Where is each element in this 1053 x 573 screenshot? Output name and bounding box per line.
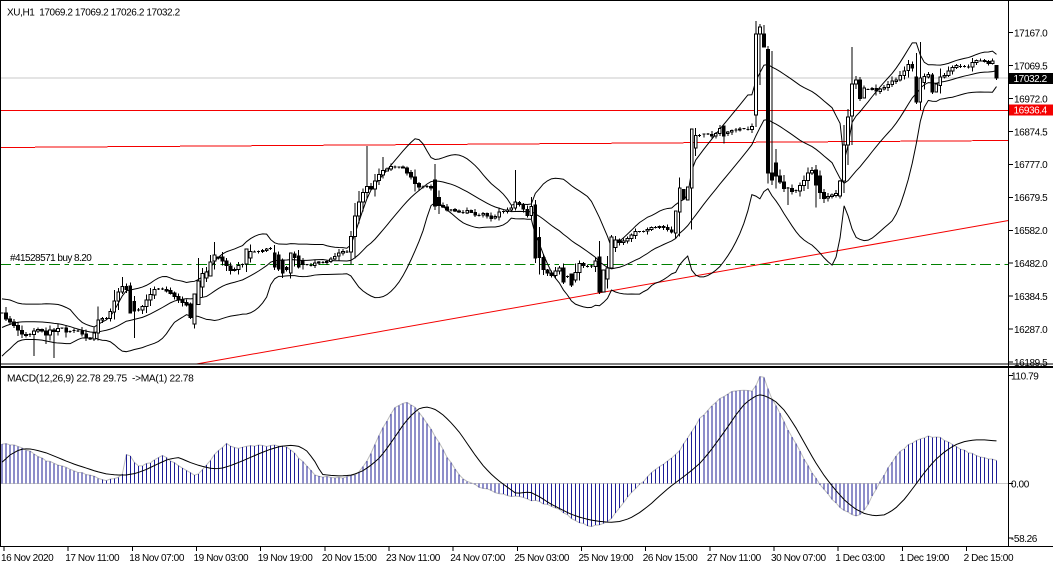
svg-text:25 Nov 19:00: 25 Nov 19:00 bbox=[579, 553, 635, 564]
svg-text:18 Nov 07:00: 18 Nov 07:00 bbox=[129, 553, 185, 564]
svg-text:#41528571 buy 8.20: #41528571 buy 8.20 bbox=[10, 253, 92, 264]
svg-text:17 Nov 11:00: 17 Nov 11:00 bbox=[65, 553, 120, 564]
svg-text:27 Nov 11:00: 27 Nov 11:00 bbox=[707, 553, 762, 564]
svg-text:16 Nov 2020: 16 Nov 2020 bbox=[1, 553, 54, 564]
svg-text:16777.0: 16777.0 bbox=[1014, 160, 1048, 171]
svg-text:20 Nov 15:00: 20 Nov 15:00 bbox=[322, 553, 378, 564]
svg-text:30 Nov 07:00: 30 Nov 07:00 bbox=[771, 553, 827, 564]
svg-text:16384.5: 16384.5 bbox=[1014, 292, 1048, 303]
svg-text:0.00: 0.00 bbox=[1011, 479, 1030, 490]
svg-text:16972.0: 16972.0 bbox=[1014, 94, 1048, 105]
svg-text:16874.5: 16874.5 bbox=[1014, 127, 1048, 138]
svg-text:16189.5: 16189.5 bbox=[1014, 358, 1048, 369]
svg-text:16679.5: 16679.5 bbox=[1014, 193, 1048, 204]
svg-text:17069.5: 17069.5 bbox=[1014, 61, 1048, 72]
svg-text:25 Nov 03:00: 25 Nov 03:00 bbox=[514, 553, 570, 564]
svg-text:24 Nov 07:00: 24 Nov 07:00 bbox=[450, 553, 506, 564]
svg-text:26 Nov 15:00: 26 Nov 15:00 bbox=[643, 553, 699, 564]
svg-text:16936.4: 16936.4 bbox=[1014, 105, 1048, 116]
svg-text:19 Nov 03:00: 19 Nov 03:00 bbox=[194, 553, 250, 564]
svg-text:16482.0: 16482.0 bbox=[1014, 259, 1048, 270]
svg-text:1 Dec 03:00: 1 Dec 03:00 bbox=[835, 553, 885, 564]
svg-text:17032.2: 17032.2 bbox=[1014, 74, 1048, 85]
svg-text:16287.0: 16287.0 bbox=[1014, 325, 1048, 336]
svg-text:MACD(12,26,9) 22.78 29.75 ->M: MACD(12,26,9) 22.78 29.75 ->MA(1) 22.78 bbox=[7, 374, 194, 385]
svg-text:17167.0: 17167.0 bbox=[1014, 29, 1048, 40]
svg-text:23 Nov 11:00: 23 Nov 11:00 bbox=[386, 553, 441, 564]
svg-text:19 Nov 19:00: 19 Nov 19:00 bbox=[258, 553, 314, 564]
svg-text:XU,H1 17069.2 17069.2 17026.2: XU,H1 17069.2 17069.2 17026.2 17032.2 bbox=[7, 8, 181, 19]
svg-text:110.79: 110.79 bbox=[1011, 371, 1039, 382]
svg-text:16582.0: 16582.0 bbox=[1014, 226, 1048, 237]
svg-text:1 Dec 19:00: 1 Dec 19:00 bbox=[899, 553, 949, 564]
svg-text:-58.26: -58.26 bbox=[1011, 534, 1038, 545]
svg-text:2 Dec 15:00: 2 Dec 15:00 bbox=[964, 553, 1014, 564]
